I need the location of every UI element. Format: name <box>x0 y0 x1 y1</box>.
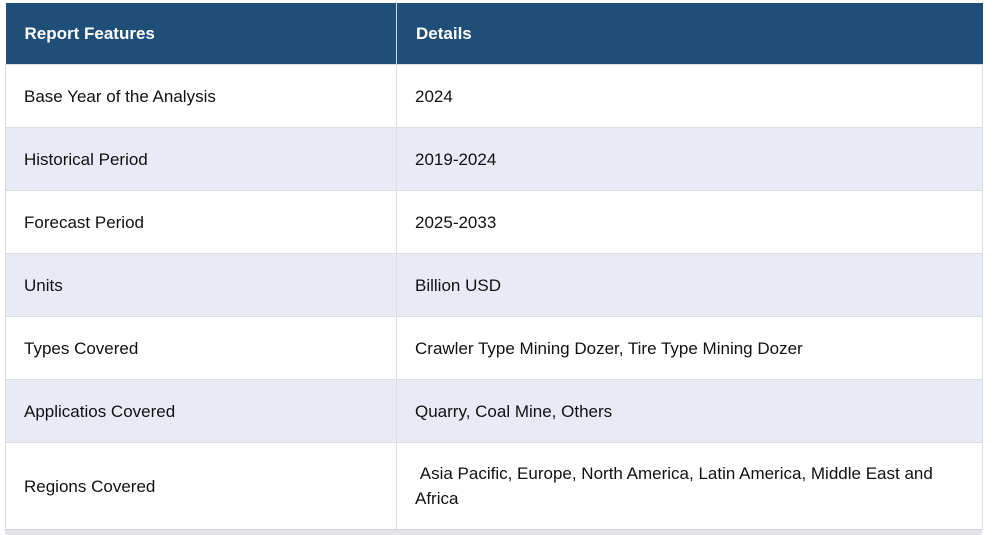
header-report-features: Report Features <box>5 3 397 65</box>
table-row: Units Billion USD <box>5 253 983 317</box>
detail-cell: 2024 <box>396 64 983 128</box>
table-next-row-edge <box>5 529 982 535</box>
table-row: Historical Period 2019-2024 <box>5 127 983 191</box>
feature-cell: Units <box>5 253 397 317</box>
detail-cell: 2019-2024 <box>396 127 983 191</box>
report-features-table-container: Report Features Details Base Year of the… <box>5 3 983 530</box>
header-details: Details <box>396 3 983 65</box>
detail-cell: Asia Pacific, Europe, North America, Lat… <box>396 442 983 530</box>
table-header-row: Report Features Details <box>5 3 983 65</box>
feature-cell: Types Covered <box>5 316 397 380</box>
table-row: Regions Covered Asia Pacific, Europe, No… <box>5 442 983 530</box>
feature-cell: Regions Covered <box>5 442 397 530</box>
detail-cell: 2025-2033 <box>396 190 983 254</box>
feature-cell: Historical Period <box>5 127 397 191</box>
feature-cell: Base Year of the Analysis <box>5 64 397 128</box>
table-row: Base Year of the Analysis 2024 <box>5 64 983 128</box>
feature-cell: Forecast Period <box>5 190 397 254</box>
report-features-table: Report Features Details Base Year of the… <box>5 3 983 530</box>
table-row: Applicatios Covered Quarry, Coal Mine, O… <box>5 379 983 443</box>
detail-cell: Quarry, Coal Mine, Others <box>396 379 983 443</box>
detail-cell: Billion USD <box>396 253 983 317</box>
table-row: Forecast Period 2025-2033 <box>5 190 983 254</box>
detail-cell: Crawler Type Mining Dozer, Tire Type Min… <box>396 316 983 380</box>
table-row: Types Covered Crawler Type Mining Dozer,… <box>5 316 983 380</box>
feature-cell: Applicatios Covered <box>5 379 397 443</box>
